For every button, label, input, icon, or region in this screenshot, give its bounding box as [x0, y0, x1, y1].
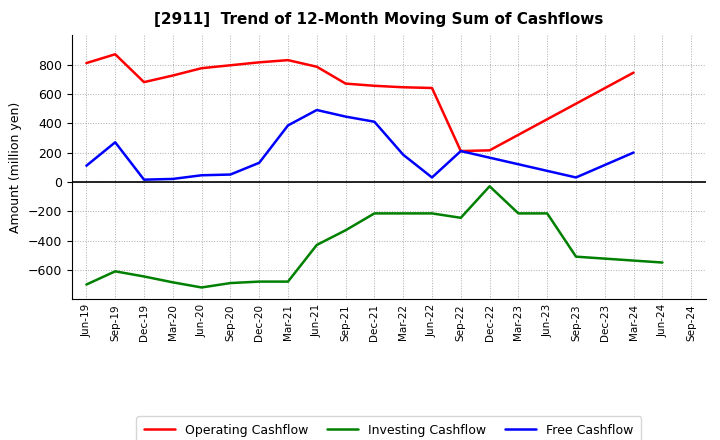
Investing Cashflow — [485, 183, 494, 189]
Investing Cashflow — [428, 211, 436, 216]
Operating Cashflow — [485, 148, 494, 153]
Operating Cashflow — [197, 66, 206, 71]
Investing Cashflow — [341, 227, 350, 233]
Investing Cashflow — [543, 211, 552, 216]
Free Cashflow — [111, 139, 120, 145]
Investing Cashflow — [226, 280, 235, 286]
Operating Cashflow — [82, 60, 91, 66]
Operating Cashflow — [341, 81, 350, 86]
Free Cashflow — [456, 148, 465, 154]
Investing Cashflow — [255, 279, 264, 284]
Operating Cashflow — [255, 60, 264, 65]
Free Cashflow — [629, 150, 638, 155]
Free Cashflow — [572, 175, 580, 180]
Investing Cashflow — [370, 211, 379, 216]
Investing Cashflow — [399, 211, 408, 216]
Operating Cashflow — [226, 62, 235, 68]
Investing Cashflow — [111, 269, 120, 274]
Free Cashflow — [370, 119, 379, 125]
Free Cashflow — [399, 152, 408, 158]
Operating Cashflow — [140, 80, 148, 85]
Free Cashflow — [255, 160, 264, 165]
Investing Cashflow — [140, 274, 148, 279]
Operating Cashflow — [629, 70, 638, 75]
Investing Cashflow — [658, 260, 667, 265]
Investing Cashflow — [168, 280, 177, 285]
Free Cashflow — [284, 123, 292, 128]
Free Cashflow — [140, 177, 148, 182]
Investing Cashflow — [312, 242, 321, 248]
Y-axis label: Amount (million yen): Amount (million yen) — [9, 102, 22, 233]
Free Cashflow — [226, 172, 235, 177]
Free Cashflow — [82, 163, 91, 169]
Operating Cashflow — [284, 58, 292, 63]
Investing Cashflow — [82, 282, 91, 287]
Operating Cashflow — [370, 83, 379, 88]
Free Cashflow — [168, 176, 177, 182]
Text: [2911]  Trend of 12-Month Moving Sum of Cashflows: [2911] Trend of 12-Month Moving Sum of C… — [154, 12, 604, 27]
Free Cashflow — [312, 107, 321, 113]
Free Cashflow — [197, 172, 206, 178]
Operating Cashflow — [428, 85, 436, 91]
Investing Cashflow — [572, 254, 580, 259]
Legend: Operating Cashflow, Investing Cashflow, Free Cashflow: Operating Cashflow, Investing Cashflow, … — [136, 416, 642, 440]
Operating Cashflow — [168, 73, 177, 78]
Free Cashflow — [341, 114, 350, 119]
Operating Cashflow — [111, 51, 120, 57]
Operating Cashflow — [456, 148, 465, 154]
Line: Free Cashflow: Free Cashflow — [86, 110, 634, 180]
Operating Cashflow — [312, 64, 321, 70]
Line: Investing Cashflow: Investing Cashflow — [86, 186, 662, 287]
Operating Cashflow — [399, 84, 408, 90]
Investing Cashflow — [514, 211, 523, 216]
Investing Cashflow — [197, 285, 206, 290]
Line: Operating Cashflow: Operating Cashflow — [86, 54, 634, 151]
Free Cashflow — [428, 175, 436, 180]
Investing Cashflow — [284, 279, 292, 284]
Investing Cashflow — [456, 215, 465, 220]
